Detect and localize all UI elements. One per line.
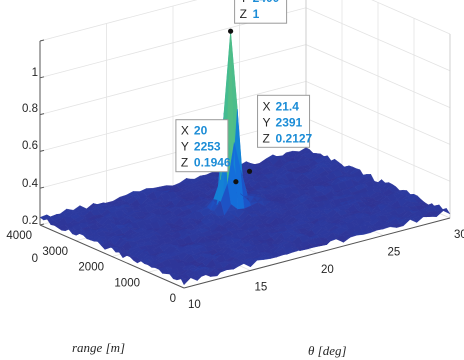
y-tick-label: 2000 [78, 262, 104, 274]
tick-labels: 0 0.2 0.4 0.6 0.8 1 10 15 20 25 30 0 1000 2000 3… [6, 67, 464, 311]
datatip-value: 2400 [253, 0, 280, 5]
x-tick-label: 25 [388, 247, 401, 259]
z-tick-label: 0.4 [22, 178, 39, 190]
datatip-key: Z [240, 7, 247, 21]
datatip-value: 0.1946 [194, 156, 231, 170]
datatip[interactable]: X 21.4 Y 2391 Z 0.2127 [246, 94, 313, 174]
datatip-key: X [263, 99, 271, 113]
y-tick-label: 1000 [114, 277, 140, 289]
x-tick-label: 20 [321, 264, 334, 276]
datatip-box [234, 0, 288, 24]
surface-mesh [39, 31, 451, 286]
datatip-key: Y [263, 115, 271, 129]
datatip-value: 2253 [194, 140, 221, 154]
datatip-box [175, 119, 229, 173]
y-tick-label: 4000 [6, 230, 32, 242]
datatip-value: 0.2127 [276, 131, 313, 145]
z-tick-label: 0.2 [22, 215, 38, 227]
z-tick [39, 39, 45, 42]
y-axis-line [39, 224, 185, 289]
datatip-marker [228, 28, 234, 34]
grid-line [39, 44, 451, 115]
datatip[interactable]: X20Y2400Z1 [228, 0, 288, 34]
datatip-value: 2391 [276, 115, 303, 129]
z-tick [39, 76, 45, 79]
z-tick-label: 0 [32, 253, 38, 265]
datatip-value: 20 [194, 124, 208, 138]
z-tick-label: 0.6 [22, 140, 38, 152]
datatip-key: Y [240, 0, 248, 5]
z-tick [39, 149, 45, 152]
datatips: X20Y2400Z1X20Y2253Z0.1946X21.4Y2391Z0.21… [175, 0, 313, 185]
x-axis-label: θ [deg] [308, 343, 347, 358]
x-tick-label: 30 [454, 229, 464, 241]
grid-line [39, 0, 451, 42]
datatip-key: Y [181, 140, 189, 154]
y-tick-label: 3000 [42, 246, 68, 258]
y-axis-label: range [m] [72, 340, 125, 355]
surface-patch [439, 208, 451, 215]
datatip-marker [233, 179, 239, 185]
z-tick-label: 1 [32, 67, 38, 79]
z-tick-label: 0.8 [22, 103, 38, 115]
z-tick [39, 186, 45, 189]
y-tick-label: 0 [170, 293, 176, 305]
z-tick [39, 113, 45, 116]
datatip[interactable]: X 20 Y 2253 Z 0.1946 [175, 119, 239, 185]
datatip-box [257, 94, 311, 148]
x-tick-label: 10 [188, 299, 201, 311]
datatip-key: Z [263, 131, 270, 145]
datatip-marker [246, 168, 253, 174]
datatip-key: X [181, 124, 189, 138]
x-axis-line [183, 217, 451, 289]
grid-line [39, 80, 451, 152]
x-tick-label: 15 [255, 282, 268, 294]
datatip-key: Z [181, 156, 188, 170]
datatip-value: 21.4 [276, 99, 300, 113]
datatip-value: 1 [253, 7, 260, 21]
